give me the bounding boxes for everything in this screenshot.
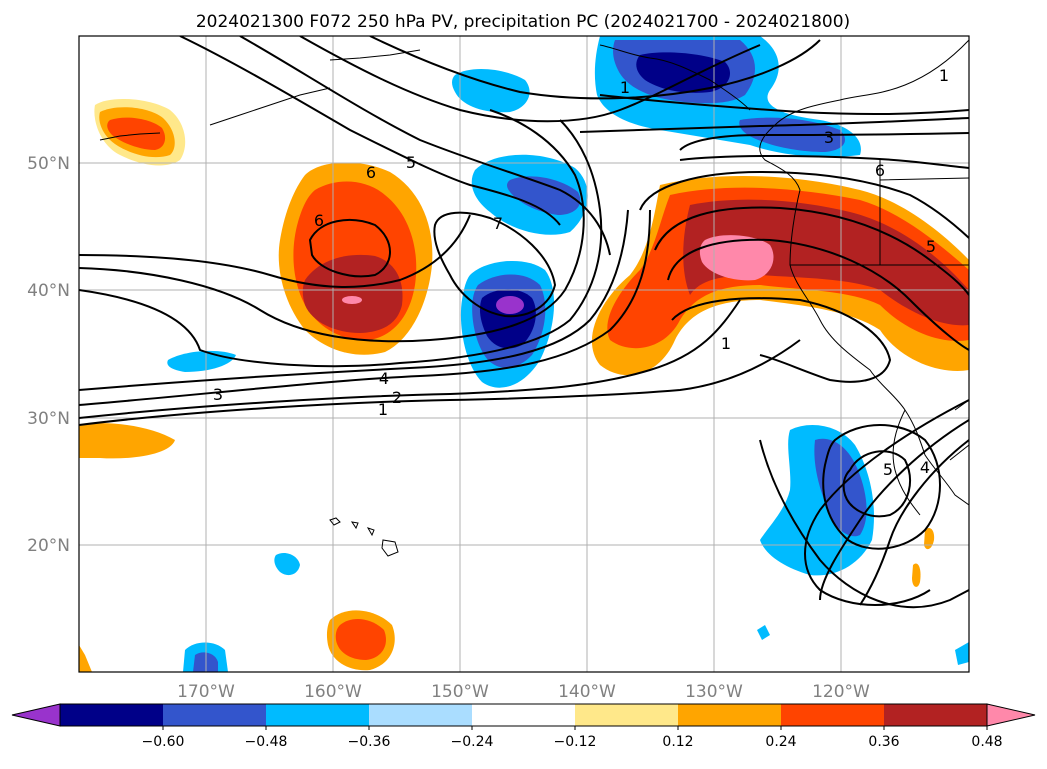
colorbar-tick-label: 0.24 xyxy=(765,734,796,750)
lon-label: 140°W xyxy=(558,682,616,702)
contour-label: 5 xyxy=(926,237,936,256)
contour-label: 2 xyxy=(392,388,402,407)
longitude-labels: 170°W 160°W 150°W 140°W 130°W 120°W xyxy=(177,682,870,702)
contour-label: 7 xyxy=(493,214,503,233)
colorbar-swatch xyxy=(369,704,473,726)
contour-label: 5 xyxy=(883,460,893,479)
pv-contours xyxy=(79,36,969,609)
lon-label: 120°W xyxy=(812,682,870,702)
lon-label: 150°W xyxy=(431,682,489,702)
contour-labels: 1 2 3 4 5 6 6 7 1 3 6 5 1 5 4 1 xyxy=(213,66,949,479)
lon-label: 160°W xyxy=(304,682,362,702)
lon-label: 130°W xyxy=(685,682,743,702)
contour-label: 6 xyxy=(875,161,885,180)
contour-label: 4 xyxy=(379,369,389,388)
colorbar-swatch xyxy=(884,704,988,726)
colorbar-swatch xyxy=(266,704,370,726)
contour-label: 4 xyxy=(920,458,930,477)
contour-label: 6 xyxy=(314,211,324,230)
contour-label: 3 xyxy=(824,128,834,147)
contour-label: 1 xyxy=(721,334,731,353)
colorbar-tick-label: −0.12 xyxy=(554,734,597,750)
lat-label: 50°N xyxy=(27,154,70,174)
contour-label: 3 xyxy=(213,385,223,404)
colorbar-tick-label: −0.36 xyxy=(348,734,391,750)
contour-label: 5 xyxy=(406,153,416,172)
colorbar: −0.60 −0.48 −0.36 −0.24 −0.12 0.12 0.24 0.36 0.4… xyxy=(11,703,1036,750)
colorbar-swatch xyxy=(781,704,885,726)
colorbar-tick-label: 0.12 xyxy=(662,734,693,750)
lat-label: 20°N xyxy=(27,536,70,556)
lat-label: 40°N xyxy=(27,281,70,301)
colorbar-swatch xyxy=(575,704,679,726)
colorbar-swatch xyxy=(472,704,576,726)
colorbar-extend-low xyxy=(12,704,60,726)
colorbar-tick-label: −0.48 xyxy=(245,734,288,750)
lon-label: 170°W xyxy=(177,682,235,702)
contour-label: 1 xyxy=(378,400,388,419)
map-title: 2024021300 F072 250 hPa PV, precipitatio… xyxy=(196,12,850,32)
contour-label: 6 xyxy=(366,163,376,182)
colorbar-tick-label: 0.48 xyxy=(971,734,1002,750)
colorbar-tick-label: −0.60 xyxy=(142,734,185,750)
colorbar-swatch xyxy=(163,704,267,726)
latitude-labels: 50°N 40°N 30°N 20°N xyxy=(27,154,70,556)
colorbar-extend-high xyxy=(987,704,1035,726)
colorbar-swatch xyxy=(60,704,164,726)
contour-label: 1 xyxy=(939,66,949,85)
colorbar-tick-label: −0.24 xyxy=(451,734,494,750)
map-panel: 1 2 3 4 5 6 6 7 1 3 6 5 1 5 4 1 xyxy=(78,35,970,673)
colorbar-tick-label: 0.36 xyxy=(868,734,899,750)
contour-label: 1 xyxy=(620,78,630,97)
lat-label: 30°N xyxy=(27,409,70,429)
colorbar-swatch xyxy=(678,704,782,726)
graticule xyxy=(79,36,969,672)
